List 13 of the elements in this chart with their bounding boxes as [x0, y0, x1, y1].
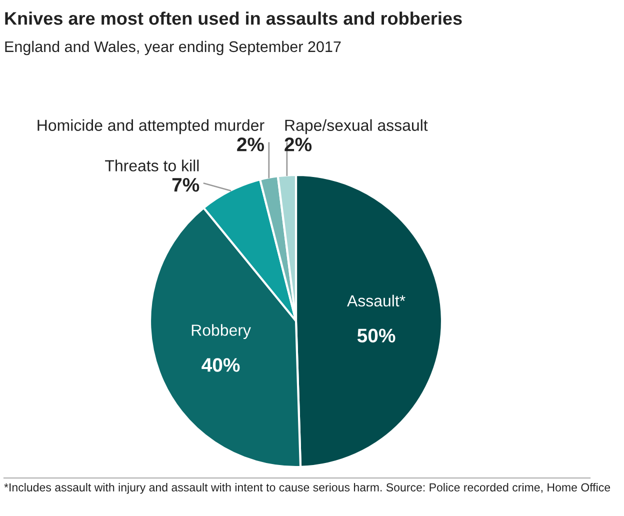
text: *Includes assault with injury and assault with intent to cause serious harm. Source: Police recorded crime, Home Office: [4, 483, 610, 494]
slice-label: Homicide and attempted murder: [38, 119, 264, 134]
data-label: 7%: [172, 178, 200, 192]
slice-label: Rape/sexual assault: [285, 119, 428, 134]
chart-title: Knives are most often used in assaults and robberies: [5, 12, 462, 25]
slice-label: Assault*: [347, 294, 406, 307]
data-label: 40%: [202, 358, 240, 372]
data-label: 50%: [357, 328, 396, 342]
slice-label: Threats to kill: [105, 160, 199, 172]
data-label: 2%: [284, 138, 312, 152]
slice-label: Robbery: [192, 324, 251, 340]
chart-subtitle: England and Wales, year ending September 2017: [5, 40, 341, 56]
data-label: 2%: [237, 138, 264, 152]
